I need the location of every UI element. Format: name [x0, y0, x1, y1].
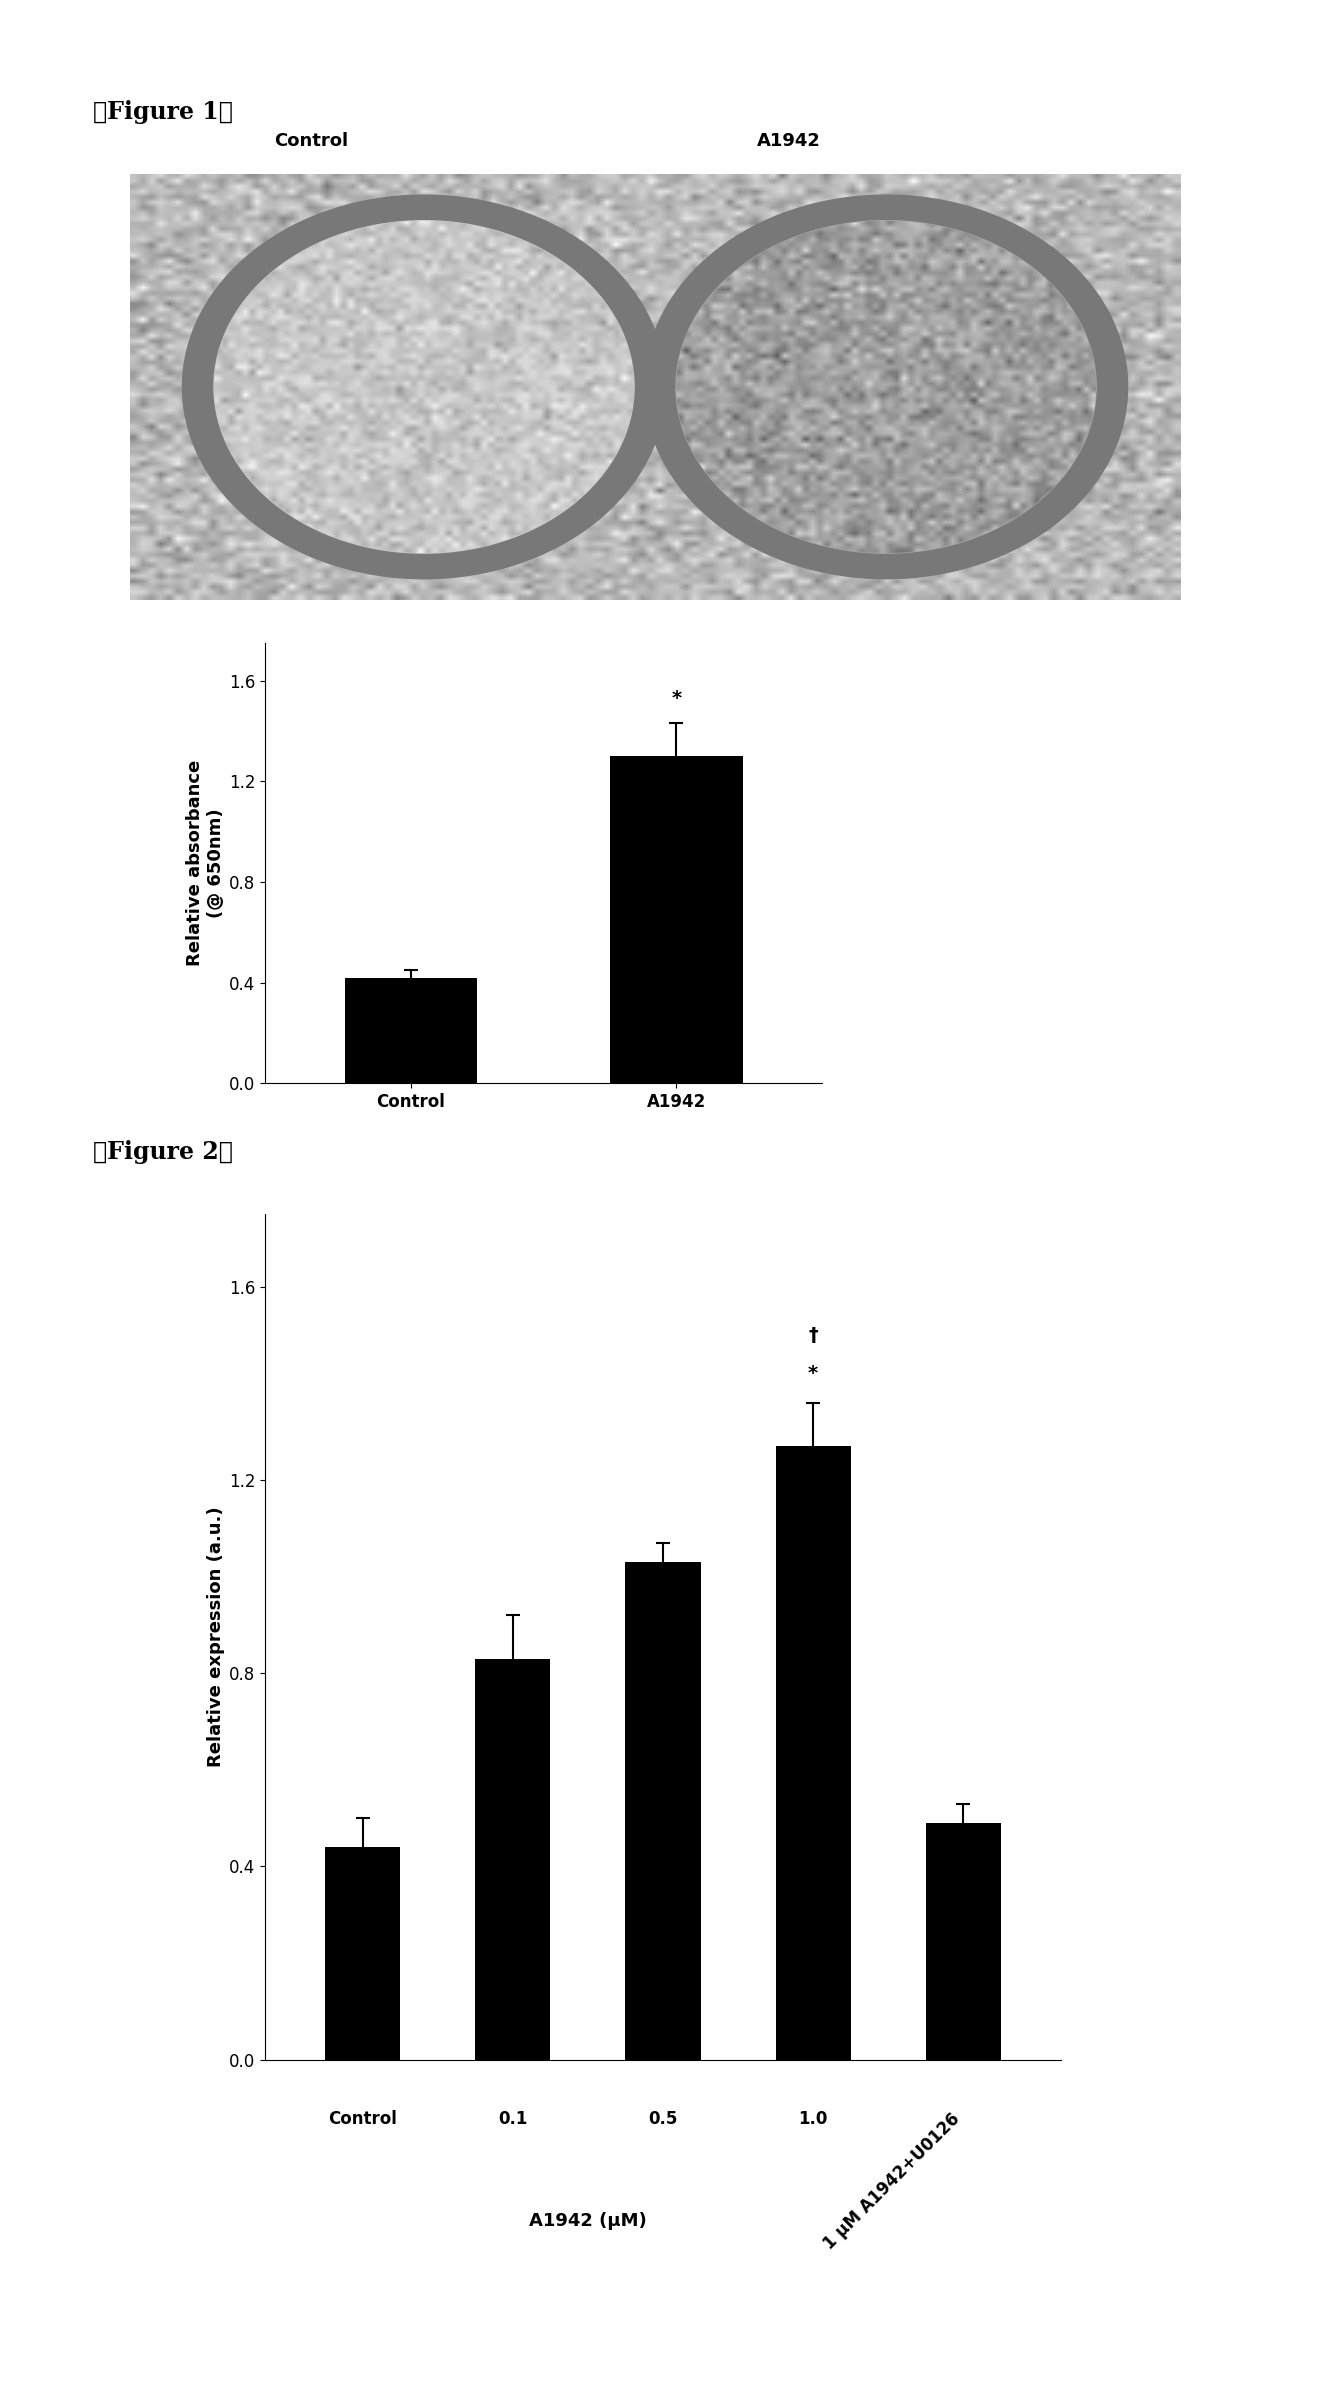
Y-axis label: Relative absorbance
(@ 650nm): Relative absorbance (@ 650nm) [186, 760, 225, 967]
Text: Control: Control [274, 131, 349, 150]
Ellipse shape [676, 221, 1097, 552]
Text: 0.1: 0.1 [499, 2110, 528, 2129]
Ellipse shape [183, 195, 666, 579]
Text: A1942 (μM): A1942 (μM) [529, 2212, 647, 2229]
Text: †: † [809, 1326, 818, 1345]
Text: 【Figure 2】: 【Figure 2】 [93, 1140, 232, 1164]
Text: 1 μM A1942+U0126: 1 μM A1942+U0126 [819, 2110, 963, 2252]
Text: 0.5: 0.5 [648, 2110, 678, 2129]
Text: *: * [671, 690, 682, 707]
Ellipse shape [644, 195, 1127, 579]
Text: 1.0: 1.0 [798, 2110, 827, 2129]
Bar [475, 1660, 550, 2060]
Bar [776, 1445, 851, 2060]
Bar [626, 1562, 700, 2060]
Ellipse shape [213, 221, 634, 552]
Bar [345, 979, 477, 1083]
Text: 【Figure 1】: 【Figure 1】 [93, 100, 232, 124]
Text: A1942: A1942 [757, 131, 821, 150]
Text: Control: Control [329, 2110, 398, 2129]
Bar [926, 1824, 1001, 2060]
Bar [610, 757, 743, 1083]
Y-axis label: Relative expression (a.u.): Relative expression (a.u.) [207, 1507, 225, 1767]
Text: *: * [808, 1364, 818, 1383]
Bar [325, 1848, 400, 2060]
